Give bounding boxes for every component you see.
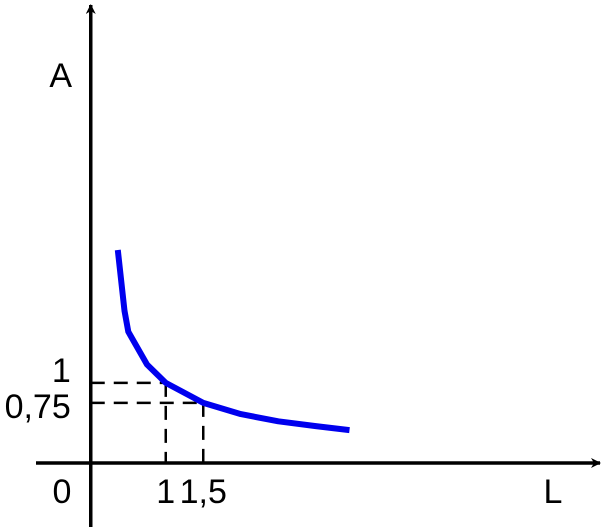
y-tick-label: 0,75 [5,388,71,426]
x-axis-label: L [544,473,563,511]
origin-label: 0 [53,473,72,511]
x-tick-label: 1 [156,473,175,511]
y-tick-label: 1 [52,352,71,390]
x-tick-label: 1,5 [180,473,227,511]
y-axis-label: A [49,57,72,95]
curve [114,249,350,434]
